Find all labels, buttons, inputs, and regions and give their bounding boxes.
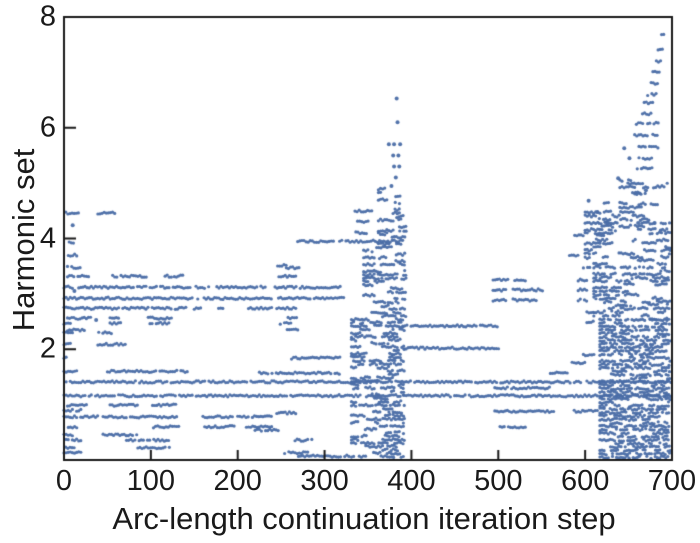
x-tick-label: 300 bbox=[300, 465, 349, 497]
x-tick-label: 500 bbox=[474, 465, 523, 497]
x-tick-label: 200 bbox=[213, 465, 262, 497]
x-tick-label: 0 bbox=[55, 465, 73, 497]
y-axis-title: Harmonic set bbox=[6, 148, 41, 332]
x-tick-label: 400 bbox=[387, 465, 436, 497]
x-tick-label: 600 bbox=[560, 465, 610, 497]
y-tick-label: 8 bbox=[39, 0, 56, 33]
y-tick-label: 4 bbox=[39, 222, 56, 254]
x-tick-label: 700 bbox=[647, 465, 697, 497]
x-tick-label: 100 bbox=[126, 465, 176, 497]
x-axis-title: Arc-length continuation iteration step bbox=[112, 501, 616, 536]
y-tick-label: 6 bbox=[39, 111, 56, 144]
y-tick-label: 2 bbox=[39, 332, 56, 365]
